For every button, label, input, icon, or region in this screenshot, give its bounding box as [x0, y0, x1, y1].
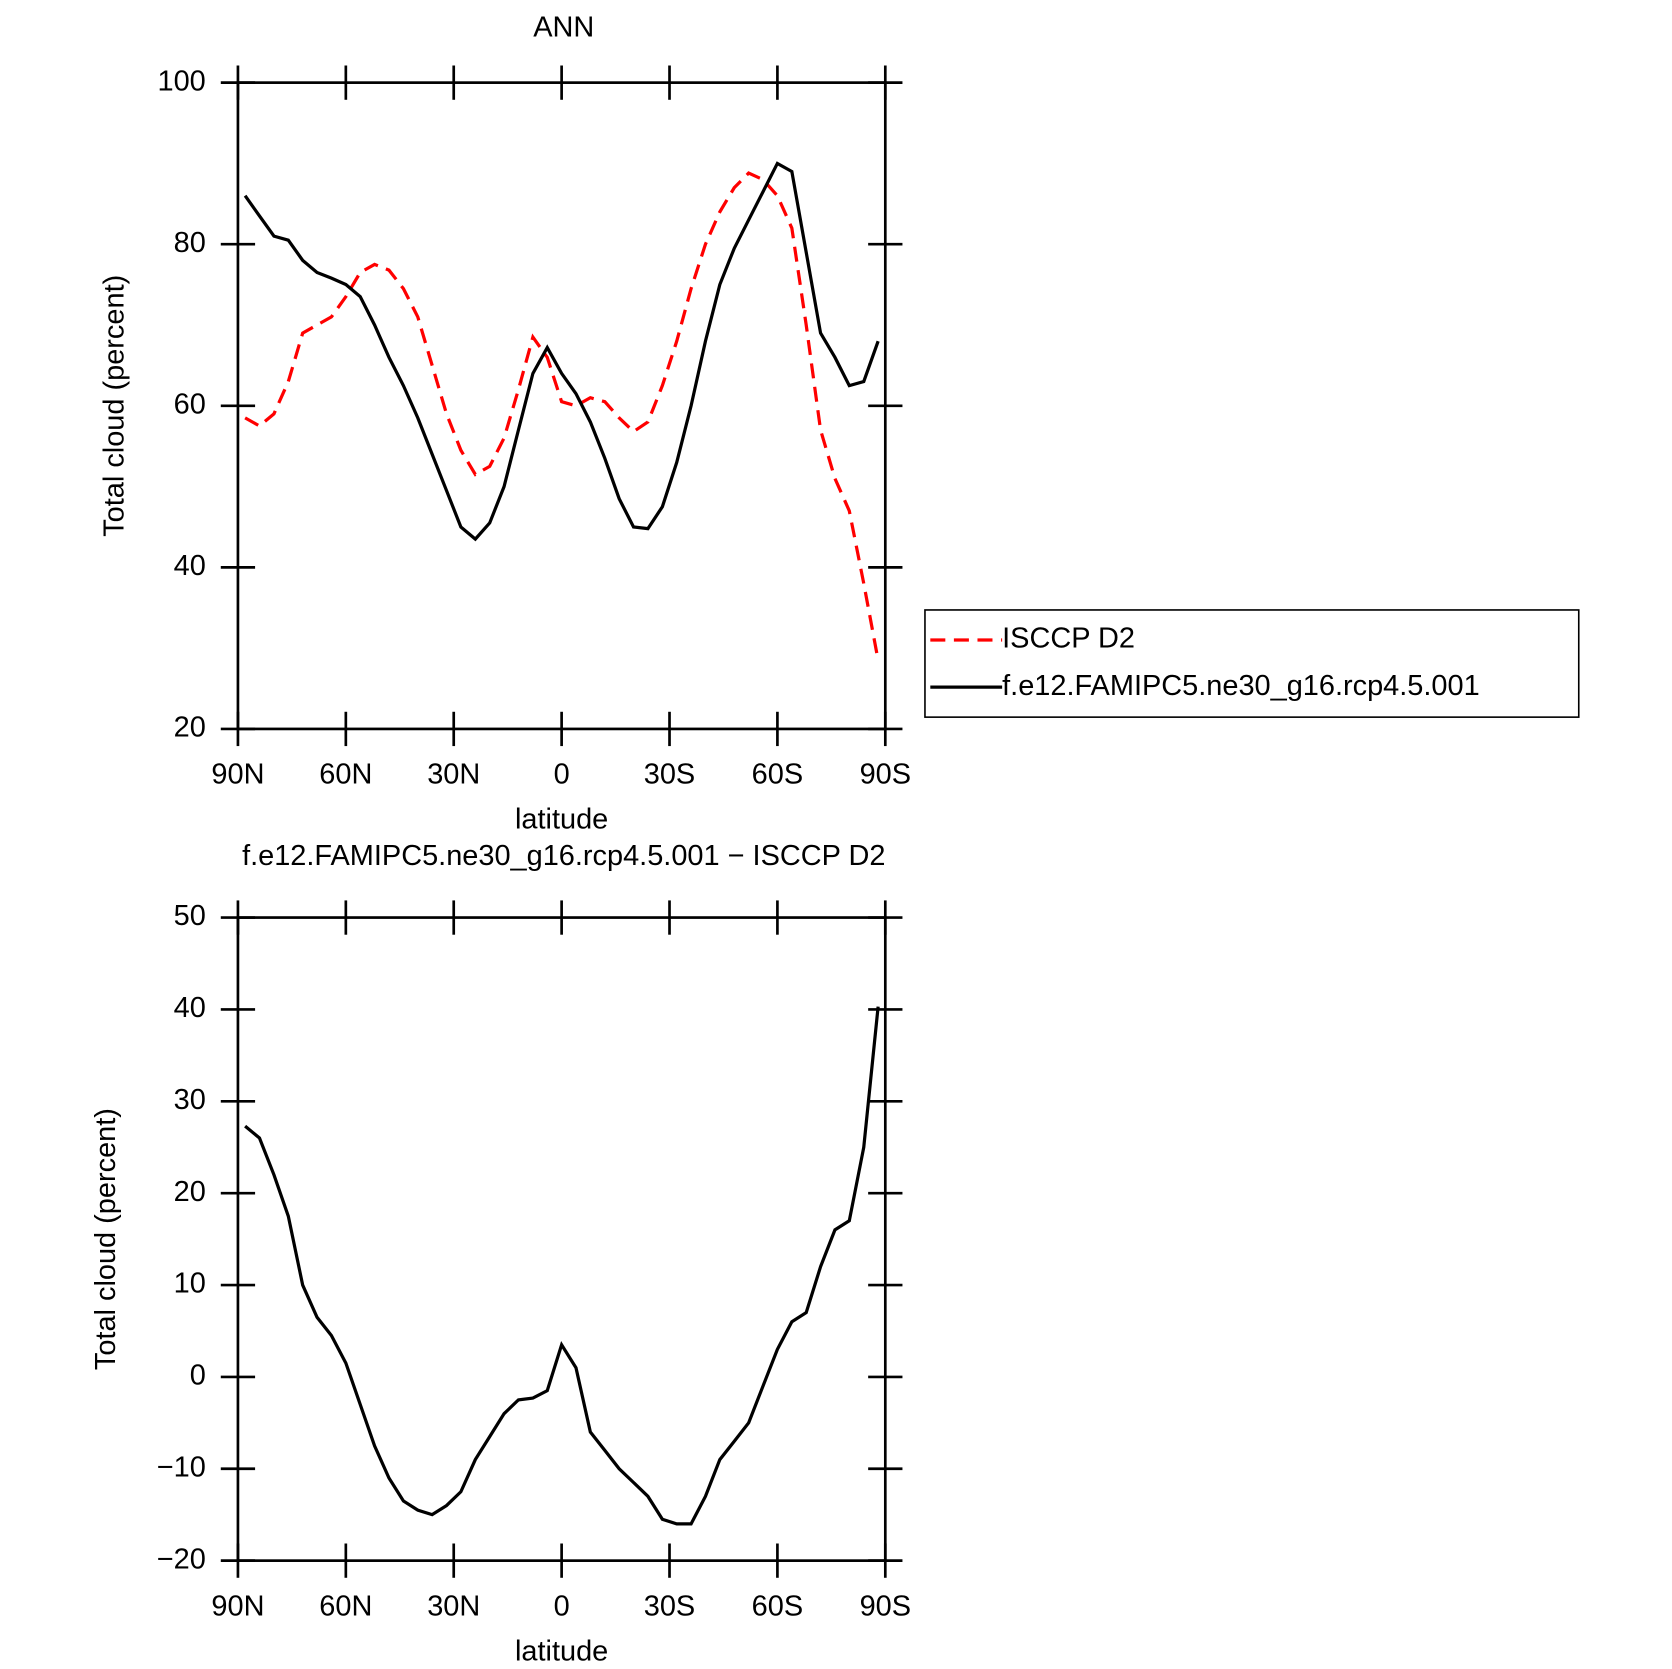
x-tick-label: 0 [554, 1590, 570, 1622]
legend-box [924, 609, 1580, 718]
chart-title: ANN [533, 12, 594, 44]
y-tick-label: 50 [174, 900, 206, 932]
x-tick-label: 90S [860, 1590, 911, 1622]
y-tick-label: 10 [174, 1268, 206, 1300]
x-tick-label: 30S [644, 1590, 695, 1622]
chart-title: f.e12.FAMIPC5.ne30_g16.rcp4.5.001 − ISCC… [242, 840, 885, 872]
y-tick-label: 20 [174, 712, 206, 744]
legend-label: f.e12.FAMIPC5.ne30_g16.rcp4.5.001 [1002, 670, 1480, 702]
x-tick-label: 60N [319, 759, 372, 791]
x-tick-label: 60S [752, 759, 803, 791]
y-axis-label: Total cloud (percent) [98, 275, 130, 537]
data-line [243, 161, 880, 542]
x-tick-label: 60S [752, 1590, 803, 1622]
y-tick-label: −20 [157, 1543, 206, 1575]
x-axis-label: latitude [515, 1635, 608, 1667]
data-line [244, 171, 880, 661]
plot-frame [236, 916, 887, 1562]
x-tick-label: 90S [860, 759, 911, 791]
y-tick-label: 20 [174, 1176, 206, 1208]
plot-frame [236, 81, 887, 731]
x-tick-label: 90N [211, 1590, 264, 1622]
data-line [244, 1006, 880, 1526]
x-tick-label: 0 [554, 759, 570, 791]
y-tick-label: 0 [190, 1360, 206, 1392]
y-tick-label: 100 [158, 65, 206, 97]
x-axis-label: latitude [515, 804, 608, 836]
y-tick-label: −10 [157, 1451, 206, 1483]
x-tick-label: 90N [211, 759, 264, 791]
y-tick-label: 60 [174, 388, 206, 420]
x-tick-label: 30N [427, 1590, 480, 1622]
y-tick-label: 80 [174, 227, 206, 259]
y-axis-label: Total cloud (percent) [90, 1108, 122, 1370]
y-tick-label: 40 [174, 550, 206, 582]
legend-label: ISCCP D2 [1002, 623, 1135, 655]
y-tick-label: 40 [174, 992, 206, 1024]
y-tick-label: 30 [174, 1084, 206, 1116]
x-tick-label: 30S [644, 759, 695, 791]
x-tick-label: 60N [319, 1590, 372, 1622]
x-tick-label: 30N [427, 759, 480, 791]
